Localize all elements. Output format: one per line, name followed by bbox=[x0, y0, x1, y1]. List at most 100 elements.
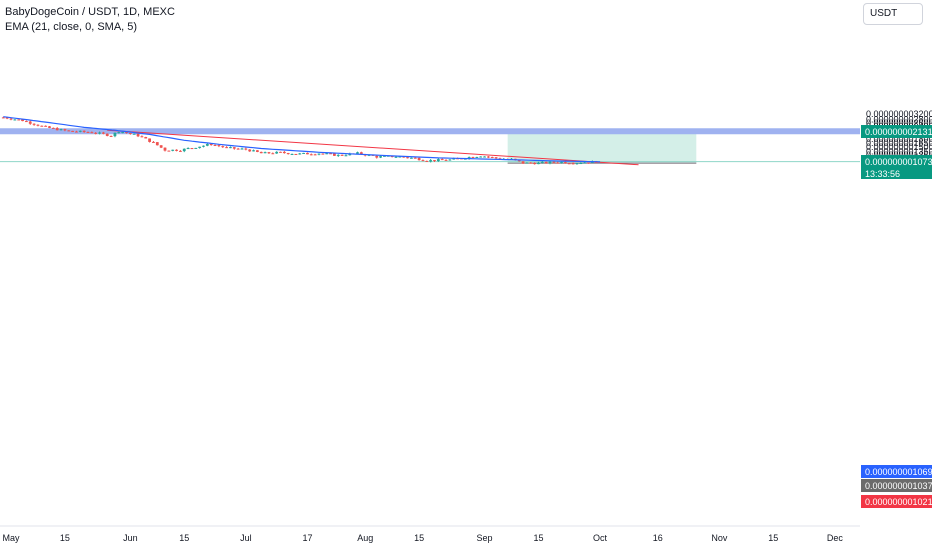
candle[interactable] bbox=[429, 160, 433, 162]
candle[interactable] bbox=[375, 155, 379, 158]
candle[interactable] bbox=[175, 149, 178, 151]
candle[interactable] bbox=[232, 147, 236, 149]
candle[interactable] bbox=[282, 151, 286, 154]
candle[interactable] bbox=[190, 148, 194, 150]
candle[interactable] bbox=[302, 152, 305, 154]
candle[interactable] bbox=[167, 150, 171, 152]
candle[interactable] bbox=[240, 148, 244, 150]
candle[interactable] bbox=[140, 136, 144, 138]
candle[interactable] bbox=[256, 150, 259, 152]
candle[interactable] bbox=[413, 157, 417, 159]
candle[interactable] bbox=[198, 146, 202, 148]
candle[interactable] bbox=[463, 158, 467, 160]
candle[interactable] bbox=[564, 162, 567, 164]
candle[interactable] bbox=[537, 162, 540, 165]
candle[interactable] bbox=[40, 125, 44, 127]
candle[interactable] bbox=[410, 157, 413, 159]
candle[interactable] bbox=[567, 163, 571, 165]
candle[interactable] bbox=[279, 151, 282, 153]
candle[interactable] bbox=[1, 117, 5, 119]
candle[interactable] bbox=[309, 154, 313, 156]
candle[interactable] bbox=[94, 132, 98, 134]
candle[interactable] bbox=[394, 156, 398, 158]
candle[interactable] bbox=[425, 160, 429, 162]
candle[interactable] bbox=[252, 150, 255, 152]
candle[interactable] bbox=[383, 155, 386, 157]
candle[interactable] bbox=[259, 151, 263, 154]
candle[interactable] bbox=[32, 123, 36, 125]
candle[interactable] bbox=[86, 131, 90, 133]
candle[interactable] bbox=[71, 130, 74, 132]
candle[interactable] bbox=[144, 137, 148, 139]
candle[interactable] bbox=[209, 144, 213, 146]
candle[interactable] bbox=[78, 130, 82, 132]
candle[interactable] bbox=[132, 133, 136, 135]
candle[interactable] bbox=[313, 154, 317, 156]
candle[interactable] bbox=[102, 132, 105, 134]
candle[interactable] bbox=[440, 159, 444, 161]
candle[interactable] bbox=[117, 132, 121, 134]
candle[interactable] bbox=[25, 121, 28, 123]
candle[interactable] bbox=[225, 147, 228, 149]
candle[interactable] bbox=[155, 142, 159, 146]
candle[interactable] bbox=[221, 146, 225, 148]
candle[interactable] bbox=[421, 160, 425, 162]
candle[interactable] bbox=[579, 163, 583, 165]
candle[interactable] bbox=[433, 160, 436, 162]
candle[interactable] bbox=[125, 132, 128, 134]
candle[interactable] bbox=[525, 162, 529, 164]
candle[interactable] bbox=[490, 157, 494, 159]
candle[interactable] bbox=[179, 150, 182, 152]
candle[interactable] bbox=[571, 163, 575, 165]
candle[interactable] bbox=[540, 161, 544, 163]
candle[interactable] bbox=[552, 161, 556, 163]
candle[interactable] bbox=[55, 128, 59, 131]
candle[interactable] bbox=[28, 121, 32, 124]
candle[interactable] bbox=[333, 153, 336, 156]
candle[interactable] bbox=[48, 126, 51, 128]
candle[interactable] bbox=[229, 147, 232, 149]
candle[interactable] bbox=[90, 132, 94, 134]
price-axis-panel[interactable] bbox=[860, 0, 932, 550]
candle[interactable] bbox=[544, 161, 548, 164]
candle[interactable] bbox=[587, 162, 590, 164]
candle[interactable] bbox=[494, 157, 498, 159]
candle[interactable] bbox=[275, 151, 279, 154]
candle[interactable] bbox=[517, 160, 521, 162]
candle[interactable] bbox=[67, 130, 71, 132]
candle[interactable] bbox=[213, 145, 217, 147]
candle[interactable] bbox=[402, 156, 406, 158]
candle[interactable] bbox=[583, 162, 587, 164]
candle[interactable] bbox=[529, 162, 533, 164]
candle[interactable] bbox=[444, 159, 448, 161]
candle[interactable] bbox=[271, 153, 275, 155]
candle[interactable] bbox=[163, 147, 167, 151]
candle[interactable] bbox=[556, 162, 560, 164]
candle[interactable] bbox=[448, 159, 452, 161]
candle[interactable] bbox=[136, 133, 140, 137]
candle[interactable] bbox=[471, 157, 475, 159]
candle[interactable] bbox=[5, 117, 9, 119]
candle[interactable] bbox=[121, 132, 125, 134]
candle[interactable] bbox=[186, 148, 190, 150]
candle[interactable] bbox=[182, 148, 186, 152]
candle[interactable] bbox=[367, 154, 371, 156]
candle[interactable] bbox=[436, 159, 440, 162]
candle[interactable] bbox=[548, 161, 552, 164]
candle[interactable] bbox=[379, 156, 382, 158]
candle[interactable] bbox=[286, 153, 290, 155]
candle[interactable] bbox=[321, 153, 325, 155]
candle[interactable] bbox=[356, 152, 359, 154]
candle[interactable] bbox=[248, 149, 252, 152]
candle[interactable] bbox=[452, 158, 456, 160]
candle[interactable] bbox=[159, 145, 163, 148]
candle[interactable] bbox=[59, 129, 63, 131]
candle[interactable] bbox=[13, 119, 17, 121]
descending-trendline[interactable] bbox=[107, 129, 639, 166]
candle[interactable] bbox=[236, 148, 240, 150]
candle[interactable] bbox=[171, 149, 175, 151]
candle[interactable] bbox=[487, 156, 490, 158]
candle[interactable] bbox=[263, 152, 267, 154]
candle[interactable] bbox=[36, 124, 40, 126]
